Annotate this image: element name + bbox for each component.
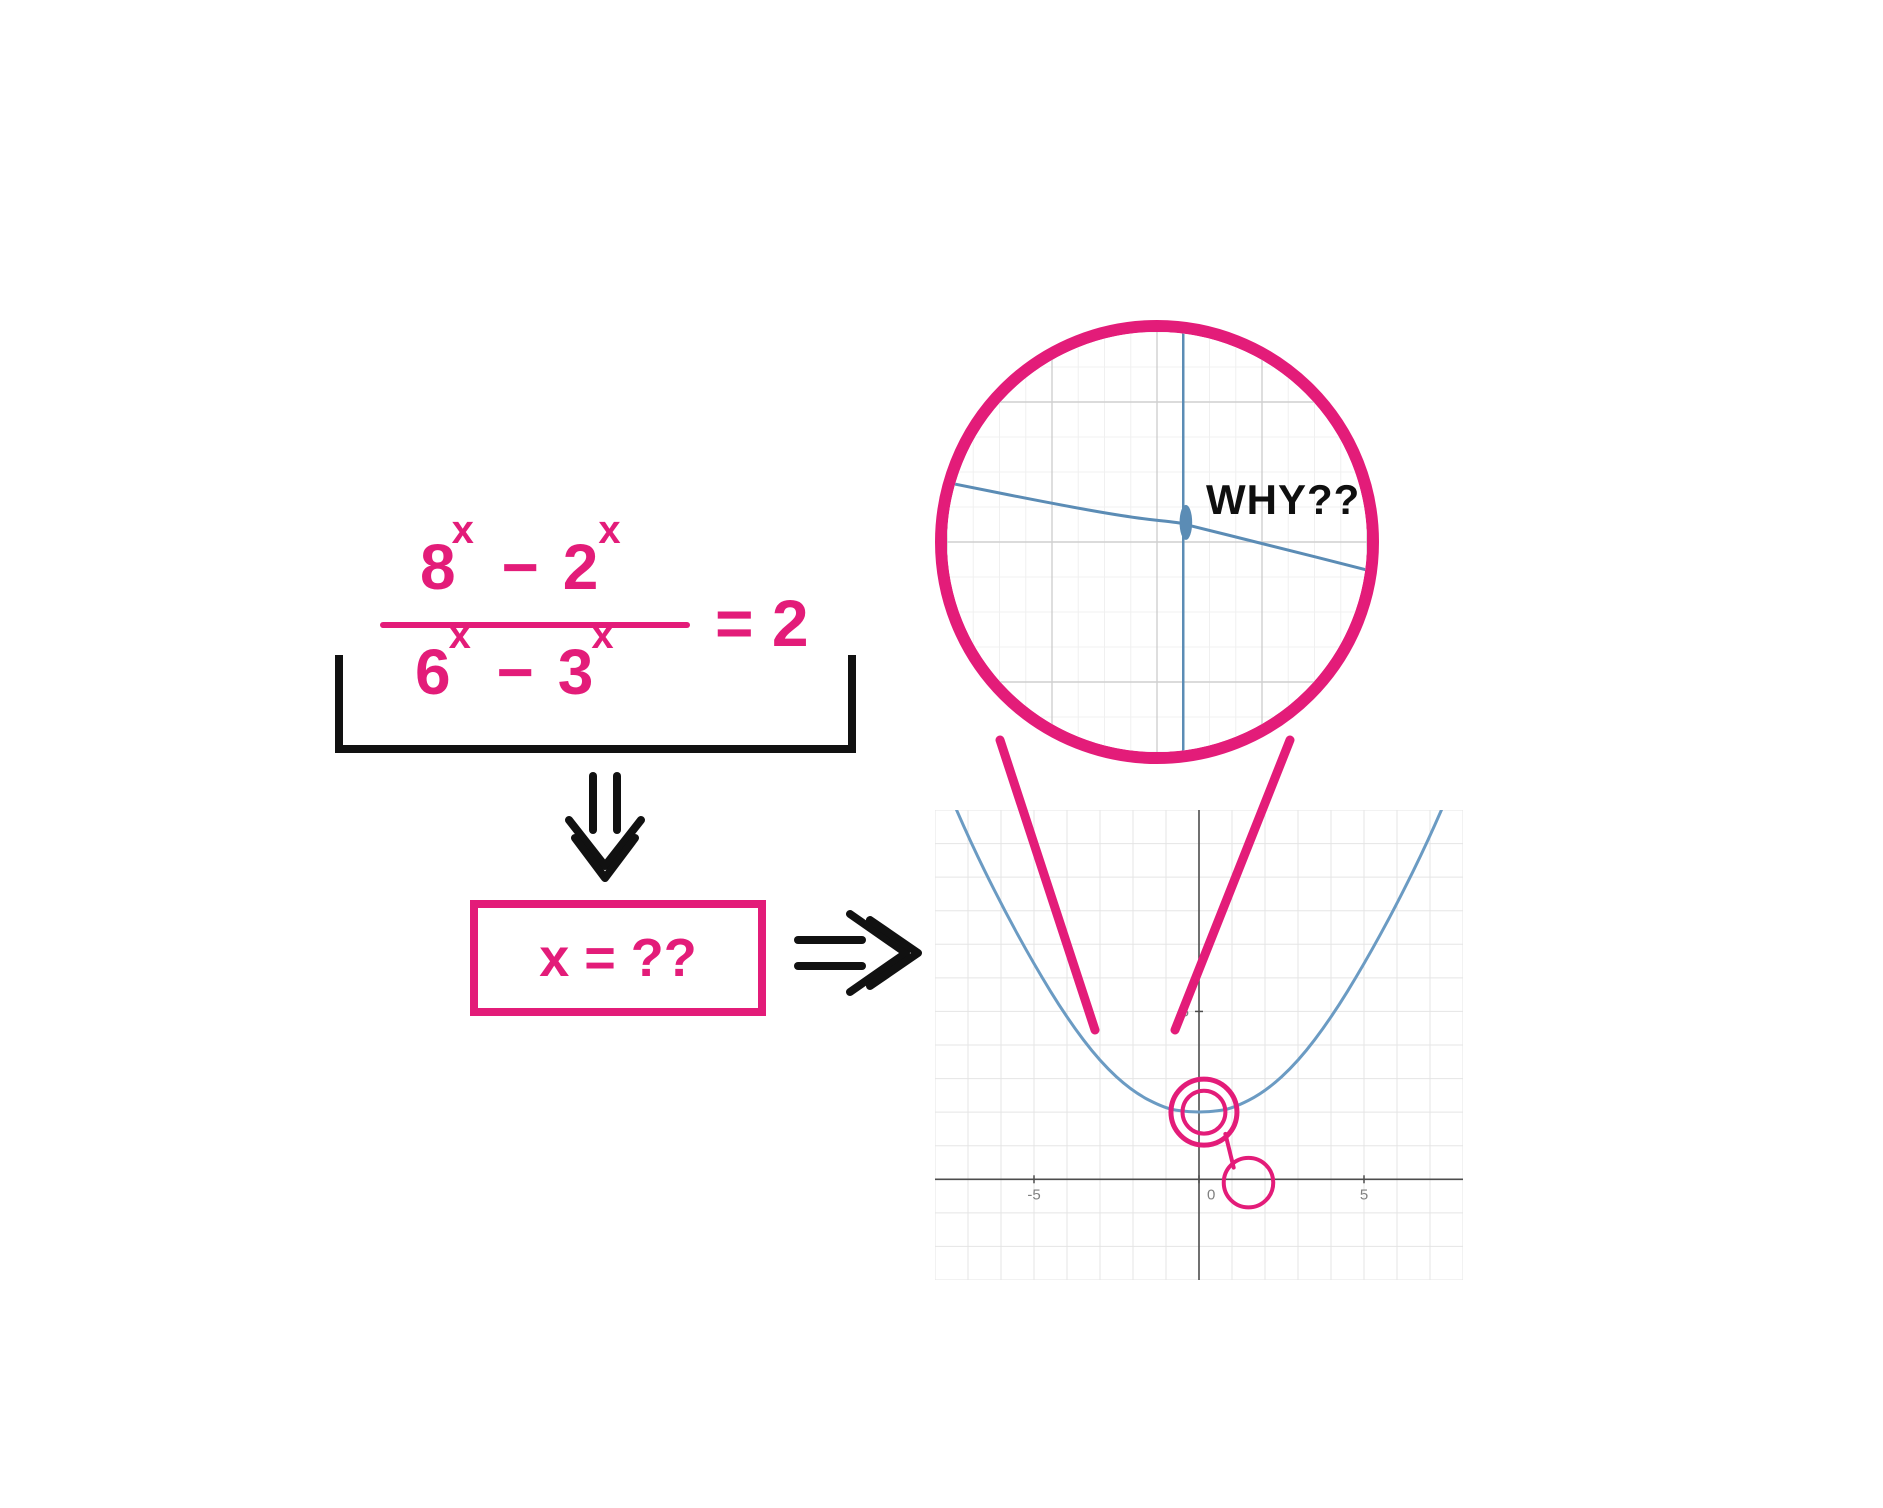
zoom-circle bbox=[935, 320, 1379, 764]
zoom-chart-svg bbox=[947, 332, 1367, 752]
why-label: WHY?? bbox=[1206, 476, 1360, 524]
callout-lines bbox=[0, 0, 1883, 1508]
